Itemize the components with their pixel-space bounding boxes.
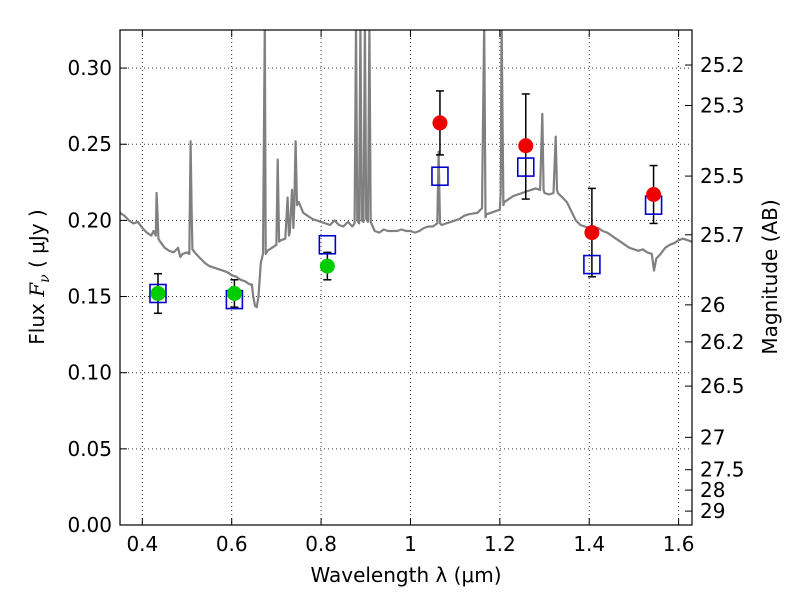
photometry-point — [226, 285, 242, 301]
right-tick-label: 26.5 — [700, 374, 745, 398]
y-tick-label: 0.10 — [67, 361, 112, 385]
right-tick-label: 26.2 — [700, 330, 745, 354]
right-tick-label: 25.5 — [700, 164, 745, 188]
photometry-point — [319, 258, 335, 274]
right-tick-label: 25.2 — [700, 53, 745, 77]
x-tick-label: 0.6 — [216, 532, 248, 556]
photometry-point — [518, 138, 534, 154]
model-square-marker — [149, 283, 167, 304]
right-tick-label: 27.5 — [700, 458, 745, 482]
axes: 0.4 0.6 0.8 1 1.2 1.4 1.6 0.00 0.05 0.10 0.15 0.20 0… — [67, 30, 745, 556]
x-tick-label: 0.4 — [126, 532, 158, 556]
right-axis-label: Magnitude (AB) — [758, 199, 782, 354]
model-square-marker — [516, 157, 535, 177]
photometry-point — [584, 225, 600, 241]
y-tick-label: 0.05 — [67, 437, 112, 461]
model-square-marker — [318, 234, 337, 255]
y-tick-label: 0.15 — [67, 285, 112, 309]
right-tick-label: 26 — [700, 293, 725, 317]
y-tick-label: 0.00 — [67, 513, 112, 537]
photometry-point — [646, 186, 662, 202]
model-square-marker — [583, 254, 601, 275]
right-tick-label: 25.7 — [700, 223, 745, 247]
x-tick-label: 1.4 — [573, 532, 605, 556]
x-tick-label: 1.2 — [484, 532, 516, 556]
right-tick-label: 27 — [700, 425, 725, 449]
right-tick-label: 29 — [700, 499, 725, 523]
y-axis-label: Flux Fν ( μJy ) — [25, 209, 53, 344]
x-tick-label: 1.6 — [663, 532, 695, 556]
grid — [120, 30, 692, 526]
plot-area — [120, 30, 692, 315]
right-tick-label: 28 — [700, 478, 725, 502]
model-square-marker — [431, 166, 449, 187]
x-axis-label: Wavelength λ (μm) — [310, 563, 501, 587]
spectrum-line — [120, 30, 692, 309]
right-tick-label: 25.3 — [700, 94, 745, 118]
x-tick-label: 0.8 — [305, 532, 337, 556]
photometry-point — [432, 115, 448, 131]
y-tick-label: 0.30 — [67, 56, 112, 80]
y-tick-label: 0.20 — [67, 208, 112, 232]
photometry-point — [150, 285, 166, 301]
plot-frame — [119, 29, 693, 526]
y-tick-label: 0.25 — [67, 132, 112, 156]
x-tick-label: 1 — [404, 532, 417, 556]
